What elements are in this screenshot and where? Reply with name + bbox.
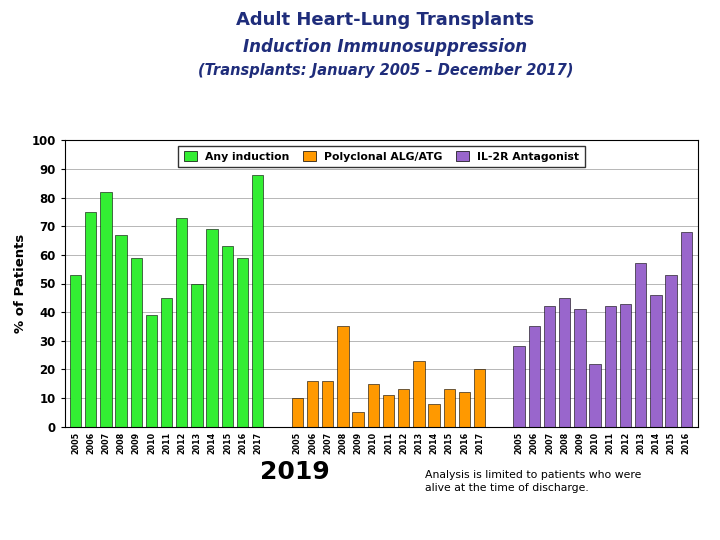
Text: JHLT. 2019 Oct; 38(10): 1015-1066: JHLT. 2019 Oct; 38(10): 1015-1066 [18, 527, 161, 536]
Bar [665, 275, 677, 427]
Bar [145, 315, 157, 427]
Bar [620, 303, 631, 427]
Bar [383, 395, 394, 427]
Text: (Transplants: January 2005 – December 2017): (Transplants: January 2005 – December 20… [197, 63, 573, 78]
Bar [130, 258, 142, 427]
Bar [70, 275, 81, 427]
Bar [528, 326, 540, 427]
Bar [85, 212, 96, 427]
Bar [428, 404, 440, 427]
Bar [474, 369, 485, 427]
Bar [444, 389, 455, 427]
Bar [590, 363, 600, 427]
Bar [192, 284, 203, 427]
Bar [161, 298, 172, 427]
Bar [513, 347, 525, 427]
Bar [252, 175, 264, 427]
Y-axis label: % of Patients: % of Patients [14, 234, 27, 333]
Bar [574, 309, 585, 427]
Text: Induction Immunosuppression: Induction Immunosuppression [243, 38, 527, 56]
Bar [367, 383, 379, 427]
Bar [176, 218, 187, 427]
Bar [292, 398, 303, 427]
Text: ISHLT: ISHLT [18, 457, 112, 487]
Bar [680, 232, 692, 427]
Bar [237, 258, 248, 427]
Bar [635, 264, 647, 427]
Bar [459, 392, 470, 427]
Bar [207, 229, 218, 427]
Bar [115, 235, 127, 427]
Bar [544, 306, 555, 427]
Text: Analysis is limited to patients who were
alive at the time of discharge.: Analysis is limited to patients who were… [425, 470, 642, 493]
Bar [100, 192, 112, 427]
Text: 2019: 2019 [261, 460, 330, 484]
Legend: Any induction, Polyclonal ALG/ATG, IL-2R Antagonist: Any induction, Polyclonal ALG/ATG, IL-2R… [179, 146, 585, 167]
Bar [413, 361, 425, 427]
Bar [559, 298, 570, 427]
Bar [337, 326, 348, 427]
Bar [398, 389, 410, 427]
Bar [307, 381, 318, 427]
Bar [650, 295, 662, 427]
Text: Adult Heart-Lung Transplants: Adult Heart-Lung Transplants [236, 11, 534, 29]
Bar [605, 306, 616, 427]
Bar [322, 381, 333, 427]
Bar [352, 413, 364, 427]
Bar [222, 246, 233, 427]
Text: ISHLT • INTERNATIONAL SOCIETY FOR HEART AND LUNG TRANSPLANTATION: ISHLT • INTERNATIONAL SOCIETY FOR HEART … [18, 526, 303, 532]
